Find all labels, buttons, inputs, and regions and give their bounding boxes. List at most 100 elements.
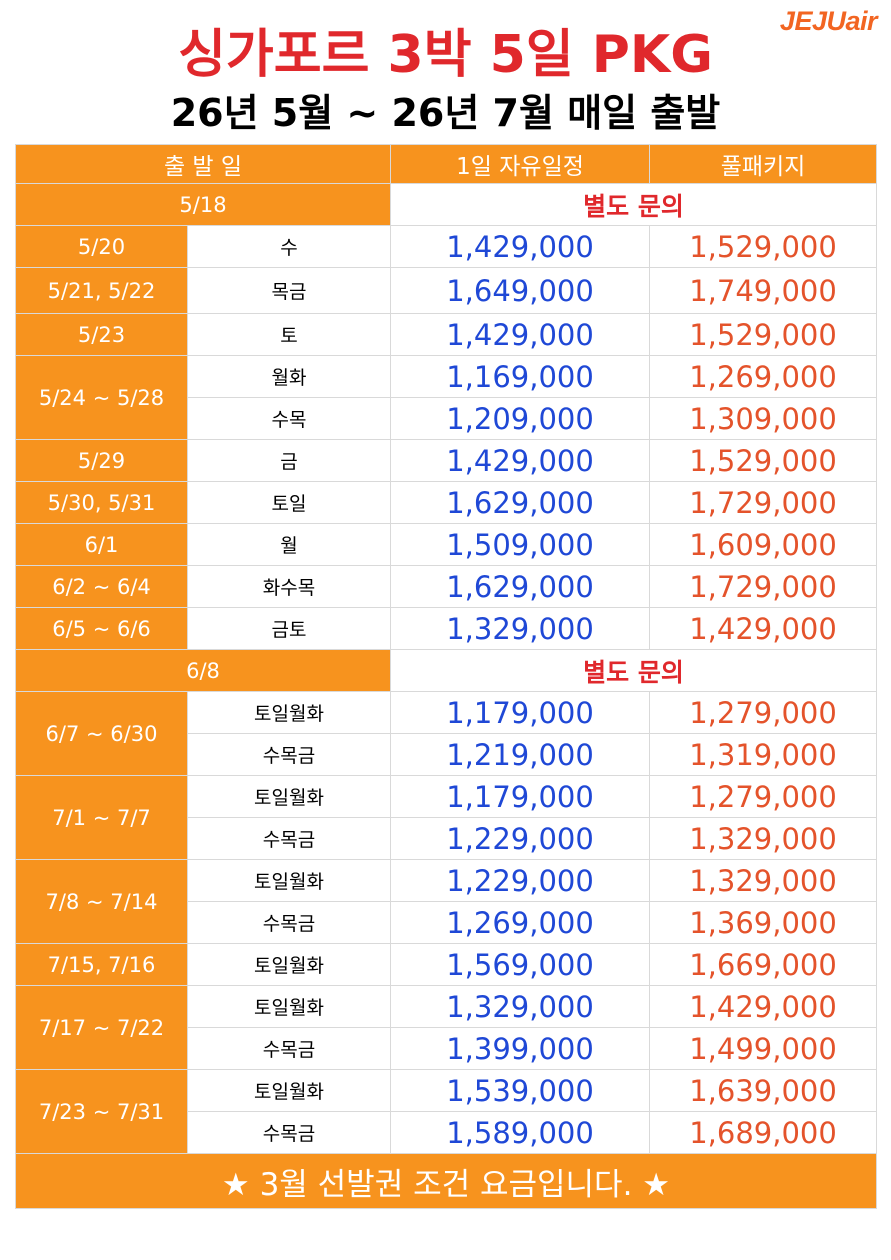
full-price-cell: 1,609,000 — [649, 523, 878, 566]
table-row: 7/23 ~ 7/31 토일월화 1,539,000 1,639,000 — [15, 1069, 878, 1154]
table-row: 5/29 금 1,429,000 1,529,000 — [15, 439, 878, 482]
date-cell: 5/30, 5/31 — [15, 481, 188, 524]
table-row: 6/7 ~ 6/30 토일월화 1,179,000 1,279,000 — [15, 691, 878, 776]
day-cell: 수목금 — [186, 901, 392, 944]
full-price-cell: 1,429,000 — [649, 985, 878, 1028]
day-cell: 화수목 — [186, 565, 392, 608]
full-price-cell: 1,429,000 — [649, 607, 878, 650]
free-price-cell: 1,329,000 — [390, 985, 651, 1028]
date-cell: 6/5 ~ 6/6 — [15, 607, 188, 650]
day-cell: 토일월화 — [186, 859, 392, 902]
date-cell: 5/18 — [14, 183, 392, 226]
date-cell: 7/1 ~ 7/7 — [15, 775, 188, 860]
day-cell: 금토 — [186, 607, 392, 650]
full-price-cell: 1,749,000 — [649, 267, 878, 314]
table-row: 5/21, 5/22 목금 1,649,000 1,749,000 — [15, 267, 878, 314]
full-price-cell: 1,639,000 — [649, 1069, 878, 1112]
day-cell: 토일월화 — [186, 691, 392, 734]
table-row: 6/1 월 1,509,000 1,609,000 — [15, 523, 878, 566]
free-price-cell: 1,229,000 — [390, 859, 651, 902]
day-cell: 수목금 — [186, 1111, 392, 1154]
free-price-cell: 1,229,000 — [390, 817, 651, 860]
date-cell: 6/8 — [14, 649, 392, 692]
table-row: 수목금 1,399,000 1,499,000 — [16, 1027, 878, 1070]
table-row: 5/18 별도 문의 — [14, 183, 878, 226]
date-cell: 6/7 ~ 6/30 — [15, 691, 188, 776]
table-row: 수목금 1,269,000 1,369,000 — [16, 901, 878, 944]
full-price-cell: 1,319,000 — [649, 733, 878, 776]
page-title: 싱가포르 3박 5일 PKG — [178, 25, 713, 85]
table-row: 7/8 ~ 7/14 토일월화 1,229,000 1,329,000 — [15, 859, 878, 944]
full-price-cell: 1,329,000 — [649, 817, 878, 860]
table-row: 7/15, 7/16 토일월화 1,569,000 1,669,000 — [15, 943, 878, 986]
free-price-cell: 1,269,000 — [390, 901, 651, 944]
table-row: 7/17 ~ 7/22 토일월화 1,329,000 1,429,000 — [15, 985, 878, 1070]
day-cell: 목금 — [186, 267, 392, 314]
table-row: 6/2 ~ 6/4 화수목 1,629,000 1,729,000 — [15, 565, 878, 608]
free-price-cell: 1,539,000 — [390, 1069, 651, 1112]
full-price-cell: 1,689,000 — [649, 1111, 878, 1154]
table-row: 수목 1,209,000 1,309,000 — [16, 397, 878, 440]
date-cell: 5/29 — [15, 439, 188, 482]
free-price-cell: 1,179,000 — [390, 775, 651, 818]
table-row: 5/23 토 1,429,000 1,529,000 — [15, 313, 878, 356]
full-price-cell: 1,499,000 — [649, 1027, 878, 1070]
table-row: 수목금 1,589,000 1,689,000 — [16, 1111, 878, 1154]
full-price-cell: 1,329,000 — [649, 859, 878, 902]
full-price-cell: 1,669,000 — [649, 943, 878, 986]
full-price-cell: 1,529,000 — [649, 313, 878, 356]
table-row: 7/1 ~ 7/7 토일월화 1,179,000 1,279,000 — [15, 775, 878, 860]
day-cell: 토일 — [186, 481, 392, 524]
full-price-cell: 1,529,000 — [649, 225, 878, 268]
footer-note: ★ 3월 선발권 조건 요금입니다. ★ — [14, 1153, 878, 1209]
page-subtitle: 26년 5월 ~ 26년 7월 매일 출발 — [170, 91, 721, 135]
full-price-cell: 1,279,000 — [649, 691, 878, 734]
day-cell: 수목 — [186, 397, 392, 440]
date-cell: 7/15, 7/16 — [15, 943, 188, 986]
free-price-cell: 1,179,000 — [390, 691, 651, 734]
table-row: 6/8 별도 문의 — [14, 649, 878, 692]
day-cell: 수목금 — [186, 817, 392, 860]
date-cell: 5/20 — [15, 225, 188, 268]
table-row: 5/20 수 1,429,000 1,529,000 — [15, 225, 878, 268]
free-price-cell: 1,429,000 — [390, 313, 651, 356]
free-price-cell: 1,209,000 — [390, 397, 651, 440]
table-row: 5/30, 5/31 토일 1,629,000 1,729,000 — [15, 481, 878, 524]
day-cell: 수목금 — [186, 733, 392, 776]
date-cell: 7/23 ~ 7/31 — [15, 1069, 188, 1154]
date-cell: 7/17 ~ 7/22 — [15, 985, 188, 1070]
free-price-cell: 1,589,000 — [390, 1111, 651, 1154]
day-cell: 토일월화 — [186, 775, 392, 818]
day-cell: 수 — [186, 225, 392, 268]
free-price-cell: 1,429,000 — [390, 439, 651, 482]
full-price-cell: 1,279,000 — [649, 775, 878, 818]
footer-row: ★ 3월 선발권 조건 요금입니다. ★ — [14, 1153, 878, 1209]
free-price-cell: 1,569,000 — [390, 943, 651, 986]
date-cell: 5/23 — [15, 313, 188, 356]
free-price-cell: 1,629,000 — [390, 481, 651, 524]
day-cell: 월화 — [186, 355, 392, 398]
table-row: 6/5 ~ 6/6 금토 1,329,000 1,429,000 — [15, 607, 878, 650]
day-cell: 금 — [186, 439, 392, 482]
header-free-day: 1일 자유일정 — [390, 144, 651, 184]
day-cell: 월 — [186, 523, 392, 566]
date-cell: 5/21, 5/22 — [15, 267, 188, 314]
header-full-package: 풀패키지 — [649, 144, 878, 184]
day-cell: 토일월화 — [186, 943, 392, 986]
table-header-row: 출 발 일 1일 자유일정 풀패키지 — [14, 144, 878, 184]
free-price-cell: 1,429,000 — [390, 225, 651, 268]
header-departure: 출 발 일 — [14, 144, 392, 184]
table-row: 5/24 ~ 5/28 월화 1,169,000 1,269,000 — [15, 355, 878, 440]
inquiry-cell: 별도 문의 — [390, 183, 878, 226]
free-price-cell: 1,219,000 — [390, 733, 651, 776]
table-row: 수목금 1,229,000 1,329,000 — [16, 817, 878, 860]
full-price-cell: 1,369,000 — [649, 901, 878, 944]
full-price-cell: 1,529,000 — [649, 439, 878, 482]
date-cell: 6/1 — [15, 523, 188, 566]
day-cell: 토일월화 — [186, 985, 392, 1028]
full-price-cell: 1,309,000 — [649, 397, 878, 440]
free-price-cell: 1,509,000 — [390, 523, 651, 566]
free-price-cell: 1,629,000 — [390, 565, 651, 608]
day-cell: 토일월화 — [186, 1069, 392, 1112]
free-price-cell: 1,649,000 — [390, 267, 651, 314]
